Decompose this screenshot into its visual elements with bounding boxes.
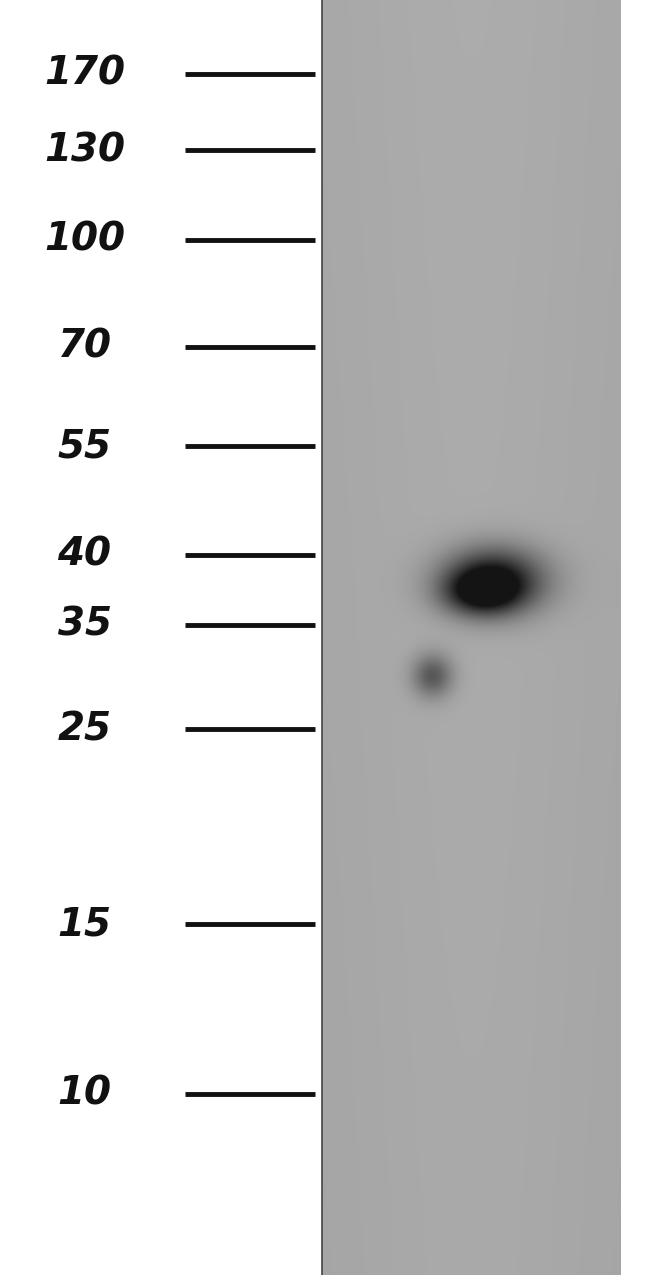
Text: 10: 10 xyxy=(57,1075,112,1113)
Text: 35: 35 xyxy=(57,606,112,644)
Text: 55: 55 xyxy=(57,427,112,465)
Text: 25: 25 xyxy=(57,710,112,748)
Text: 100: 100 xyxy=(44,221,125,259)
Text: 40: 40 xyxy=(57,536,112,574)
Text: 170: 170 xyxy=(44,55,125,93)
Text: 70: 70 xyxy=(57,328,112,366)
Text: 15: 15 xyxy=(57,905,112,944)
Text: 130: 130 xyxy=(44,131,125,170)
